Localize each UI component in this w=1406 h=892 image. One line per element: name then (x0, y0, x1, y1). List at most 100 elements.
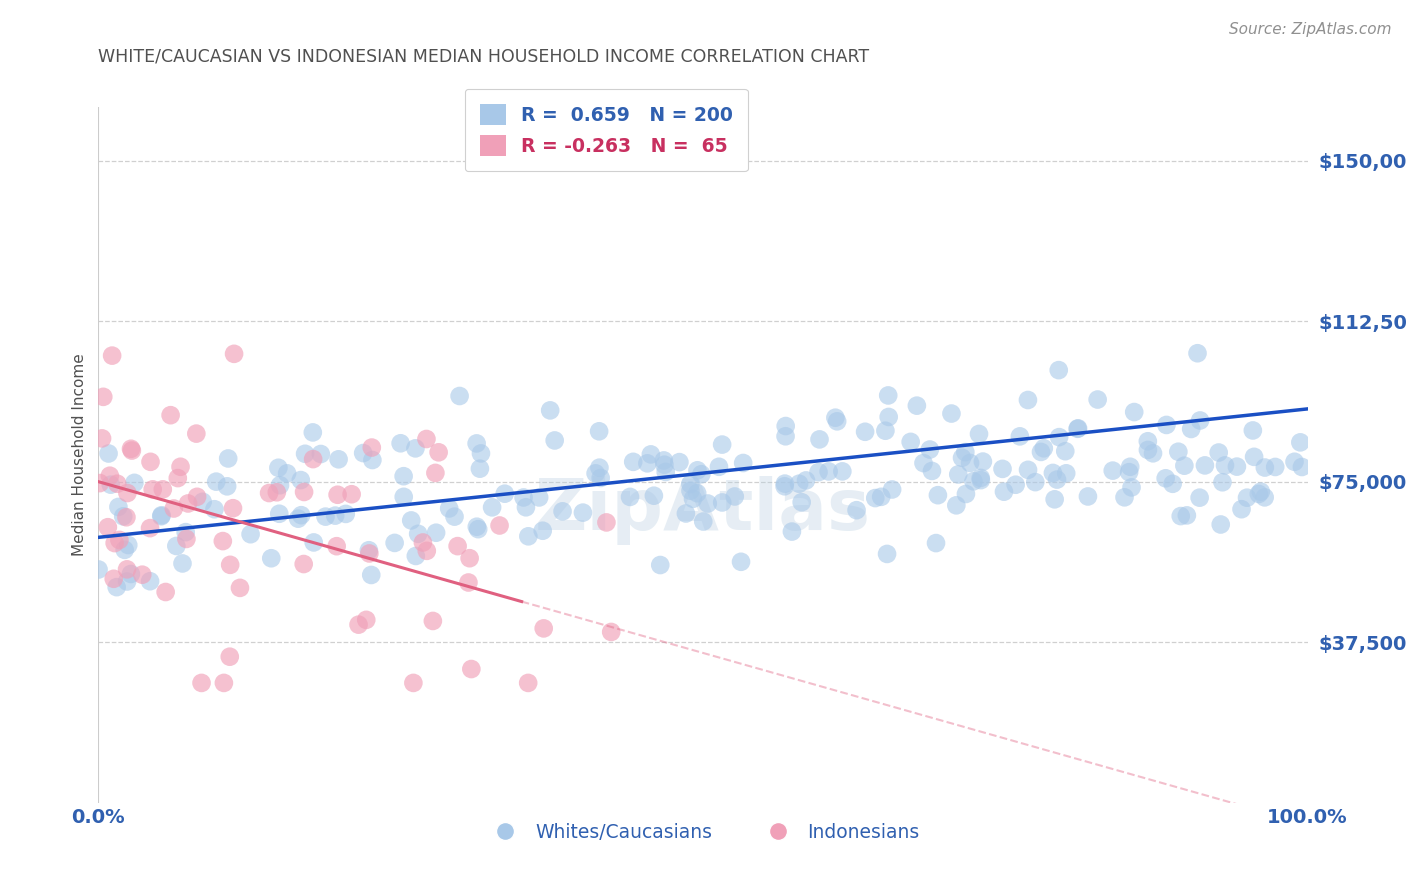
Point (359, 546, 381, 560)
Point (1032, 442, 1054, 456)
Point (1250, 484, 1272, 499)
Point (1054, 467, 1077, 481)
Point (427, 445, 450, 459)
Point (711, 437, 734, 451)
Point (955, 445, 977, 459)
Point (494, 486, 516, 500)
Point (1241, 424, 1264, 438)
Point (460, 662, 482, 676)
Point (326, 488, 349, 502)
Point (150, 509, 173, 524)
Point (1118, 465, 1140, 479)
Point (967, 426, 990, 441)
Point (159, 408, 181, 422)
Point (877, 409, 900, 424)
Point (1187, 346, 1209, 360)
Point (918, 442, 941, 457)
Point (1042, 466, 1064, 480)
Point (302, 535, 325, 549)
Point (340, 487, 363, 501)
Point (360, 568, 382, 582)
Point (121, 443, 143, 458)
Point (572, 506, 595, 520)
Point (112, 509, 135, 524)
Point (190, 676, 212, 690)
Point (91, 390, 114, 404)
Point (211, 534, 233, 549)
Point (412, 535, 434, 549)
Point (1161, 476, 1184, 491)
Point (402, 676, 425, 690)
Point (269, 507, 291, 521)
Point (654, 465, 676, 479)
Point (652, 453, 675, 467)
Point (875, 424, 897, 438)
Point (292, 557, 315, 571)
Point (446, 539, 468, 553)
Point (993, 484, 1015, 499)
Point (257, 486, 280, 500)
Point (186, 490, 208, 504)
Point (443, 509, 465, 524)
Point (531, 524, 554, 538)
Point (1188, 491, 1211, 505)
Point (1114, 491, 1136, 505)
Point (169, 459, 191, 474)
Point (588, 460, 610, 475)
Point (1101, 464, 1123, 478)
Point (91, 431, 114, 445)
Point (155, 585, 177, 599)
Point (115, 562, 138, 576)
Point (352, 446, 374, 460)
Point (290, 508, 312, 523)
Point (219, 558, 242, 572)
Point (115, 574, 138, 589)
Point (527, 491, 550, 505)
Point (686, 486, 709, 500)
Point (467, 522, 489, 536)
Point (176, 532, 198, 546)
Text: WHITE/CAUCASIAN VS INDONESIAN MEDIAN HOUSEHOLD INCOME CORRELATION CHART: WHITE/CAUCASIAN VS INDONESIAN MEDIAN HOU… (98, 47, 869, 65)
Point (824, 410, 846, 425)
Point (679, 483, 702, 498)
Point (166, 471, 188, 485)
Point (142, 483, 165, 497)
Point (105, 476, 128, 491)
Point (690, 467, 713, 482)
Point (98, 468, 121, 483)
Point (1247, 487, 1270, 501)
Point (692, 515, 714, 529)
Point (287, 511, 309, 525)
Point (640, 447, 662, 461)
Point (97, 520, 120, 534)
Point (405, 549, 427, 563)
Point (882, 483, 904, 497)
Point (292, 485, 315, 500)
Point (325, 539, 347, 553)
Point (941, 407, 963, 421)
Point (174, 525, 197, 540)
Point (131, 567, 153, 582)
Point (1017, 392, 1039, 407)
Point (790, 495, 813, 509)
Point (301, 425, 323, 440)
Point (152, 483, 174, 497)
Point (218, 649, 240, 664)
Point (845, 503, 868, 517)
Point (1175, 508, 1198, 523)
Point (335, 507, 357, 521)
Point (945, 499, 967, 513)
Point (384, 536, 406, 550)
Point (399, 513, 422, 527)
Point (481, 500, 503, 515)
Point (415, 432, 437, 446)
Point (927, 488, 949, 502)
Point (276, 467, 298, 481)
Point (1136, 442, 1159, 457)
Point (1291, 460, 1313, 475)
Point (544, 434, 567, 448)
Point (488, 518, 510, 533)
Point (589, 471, 612, 485)
Point (100, 477, 122, 491)
Point (600, 624, 623, 639)
